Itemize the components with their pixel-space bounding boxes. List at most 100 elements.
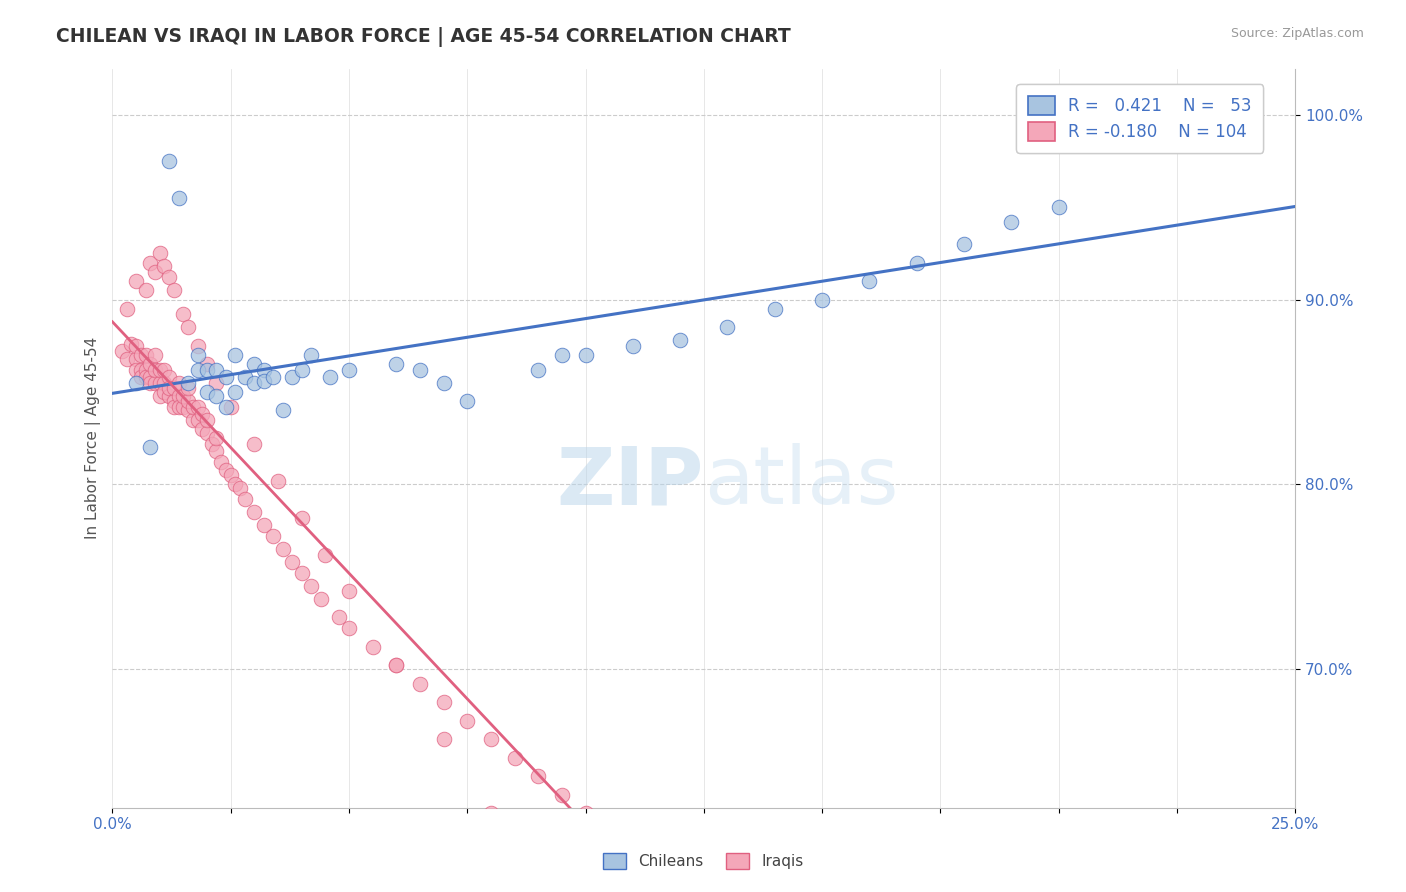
Point	[129, 370, 152, 384]
Point	[187, 362, 209, 376]
Point	[219, 468, 242, 483]
Point	[115, 351, 138, 366]
Point	[120, 336, 142, 351]
Point	[143, 265, 166, 279]
Point	[215, 462, 238, 476]
Point	[253, 362, 276, 376]
Point	[191, 422, 214, 436]
Point	[253, 374, 276, 388]
Legend: Chileans, Iraqis: Chileans, Iraqis	[596, 847, 810, 875]
Point	[167, 191, 190, 205]
Point	[409, 362, 432, 376]
Point	[143, 348, 166, 362]
Point	[139, 357, 162, 371]
Point	[337, 584, 360, 599]
Point	[224, 384, 246, 399]
Point	[149, 376, 172, 390]
Point	[149, 362, 172, 376]
Point	[456, 394, 478, 409]
Point	[503, 751, 526, 765]
Point	[205, 388, 228, 402]
Point	[224, 348, 246, 362]
Point	[167, 388, 190, 402]
Point	[527, 362, 550, 376]
Point	[271, 541, 294, 556]
Point	[432, 695, 454, 709]
Point	[253, 518, 276, 533]
Point	[456, 714, 478, 728]
Point	[157, 370, 180, 384]
Point	[205, 362, 228, 376]
Point	[551, 348, 574, 362]
Point	[187, 348, 209, 362]
Point	[811, 293, 834, 307]
Point	[432, 376, 454, 390]
Point	[224, 477, 246, 491]
Point	[205, 376, 228, 390]
Point	[219, 400, 242, 414]
Point	[111, 344, 134, 359]
Point	[229, 481, 252, 495]
Point	[187, 339, 209, 353]
Legend: R =   0.421    N =   53, R = -0.180    N = 104: R = 0.421 N = 53, R = -0.180 N = 104	[1017, 84, 1263, 153]
Point	[328, 610, 350, 624]
Point	[172, 388, 194, 402]
Point	[129, 362, 152, 376]
Point	[153, 362, 176, 376]
Point	[143, 362, 166, 376]
Point	[267, 474, 290, 488]
Point	[129, 348, 152, 362]
Point	[125, 351, 148, 366]
Point	[149, 246, 172, 260]
Point	[409, 677, 432, 691]
Point	[163, 381, 186, 395]
Point	[215, 400, 238, 414]
Point	[172, 307, 194, 321]
Point	[195, 425, 218, 440]
Point	[187, 400, 209, 414]
Point	[153, 376, 176, 390]
Point	[299, 348, 322, 362]
Point	[201, 436, 224, 450]
Point	[319, 370, 342, 384]
Point	[177, 394, 200, 409]
Point	[1237, 108, 1260, 122]
Point	[181, 400, 204, 414]
Point	[157, 153, 180, 168]
Point	[157, 388, 180, 402]
Point	[281, 370, 304, 384]
Point	[291, 362, 314, 376]
Point	[291, 566, 314, 580]
Point	[1000, 215, 1022, 229]
Point	[953, 237, 976, 252]
Point	[181, 412, 204, 426]
Point	[763, 301, 786, 316]
Text: atlas: atlas	[704, 443, 898, 522]
Point	[299, 579, 322, 593]
Point	[153, 384, 176, 399]
Point	[153, 259, 176, 273]
Point	[125, 339, 148, 353]
Point	[243, 505, 266, 519]
Point	[858, 274, 880, 288]
Point	[195, 362, 218, 376]
Point	[669, 880, 692, 892]
Point	[163, 394, 186, 409]
Point	[262, 529, 284, 543]
Point	[205, 444, 228, 458]
Point	[1047, 200, 1070, 214]
Point	[243, 357, 266, 371]
Point	[125, 376, 148, 390]
Point	[139, 376, 162, 390]
Point	[243, 436, 266, 450]
Point	[432, 732, 454, 747]
Point	[125, 274, 148, 288]
Point	[479, 732, 502, 747]
Point	[167, 376, 190, 390]
Point	[716, 320, 738, 334]
Point	[195, 412, 218, 426]
Point	[135, 348, 157, 362]
Point	[314, 548, 336, 562]
Point	[527, 769, 550, 783]
Point	[139, 255, 162, 269]
